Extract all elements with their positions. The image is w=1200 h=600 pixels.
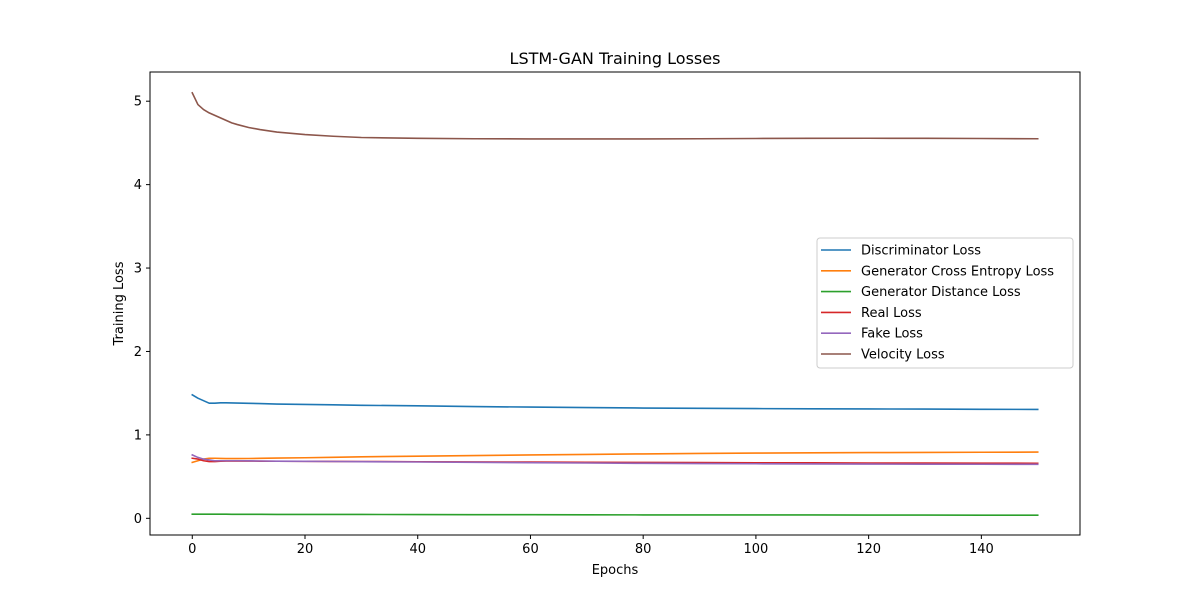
series-line-velocity-loss	[191, 91, 1039, 140]
legend-label: Generator Cross Entropy Loss	[861, 264, 1054, 279]
series-line-generator-cross-entropy-loss	[191, 451, 1039, 464]
x-tick-label: 40	[409, 542, 426, 557]
legend-label: Velocity Loss	[861, 348, 945, 363]
x-axis-label: Epochs	[592, 563, 639, 578]
x-tick-label: 100	[743, 542, 768, 557]
axes-frame	[149, 71, 1081, 536]
chart-title: LSTM-GAN Training Losses	[510, 49, 721, 68]
legend-label: Fake Loss	[861, 327, 923, 342]
legend-box	[816, 237, 1074, 369]
series-line-fake-loss	[191, 453, 1039, 466]
series-line-generator-distance-loss	[191, 513, 1039, 516]
legend-label: Real Loss	[861, 306, 922, 321]
x-tick-label: 140	[969, 542, 994, 557]
legend-label: Generator Distance Loss	[861, 285, 1021, 300]
y-tick-label: 1	[134, 428, 142, 443]
x-tick-label: 20	[297, 542, 314, 557]
series-lines	[191, 91, 1039, 516]
legend: Discriminator Loss Generator Cross Entrop…	[816, 237, 1074, 369]
y-tick-label: 4	[134, 178, 142, 193]
x-tick-label: 60	[522, 542, 539, 557]
series-line-discriminator-loss	[191, 393, 1039, 411]
y-tick-label: 2	[134, 345, 142, 360]
x-tick-label: 80	[635, 542, 652, 557]
legend-label: Discriminator Loss	[861, 244, 981, 259]
y-tick-label: 3	[134, 262, 142, 277]
y-axis-label: Training Loss	[112, 261, 127, 346]
x-axis: 0 20 40 60 80 100 120 140	[188, 535, 994, 557]
y-axis: 0 1 2 3 4 5	[134, 95, 150, 527]
y-tick-label: 0	[134, 512, 142, 527]
x-tick-label: 0	[188, 542, 196, 557]
x-tick-label: 120	[856, 542, 881, 557]
y-tick-label: 5	[134, 95, 142, 110]
